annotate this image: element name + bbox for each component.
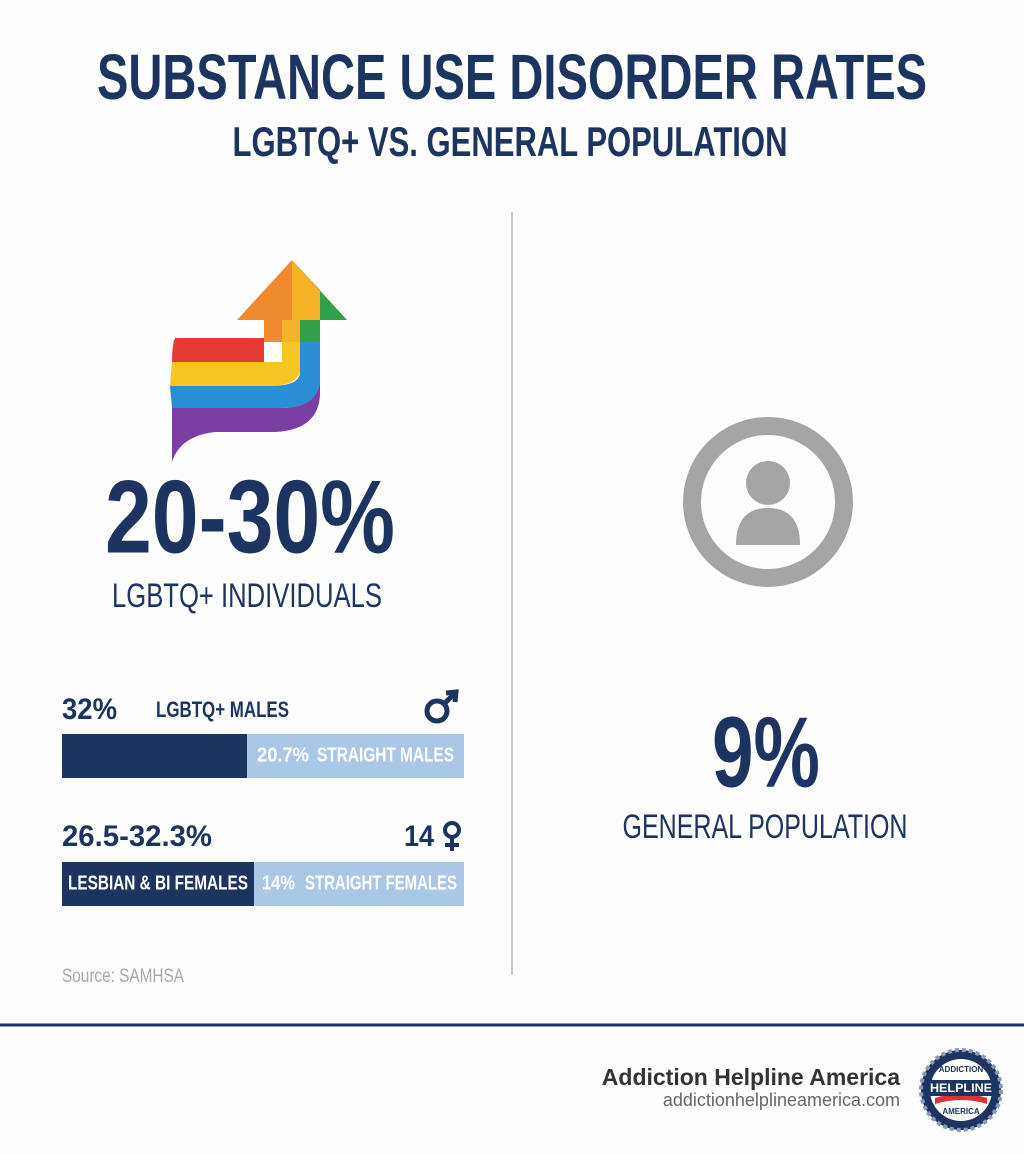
straight-females-value: 14% — [262, 872, 295, 894]
general-headline: 9% — [712, 696, 820, 808]
person-icon — [683, 417, 853, 587]
logo-middle: HELPLINE — [930, 1081, 992, 1095]
females-label: LESBIAN & BI FEMALES — [68, 872, 248, 894]
title: SUBSTANCE USE DISORDER RATES — [97, 41, 927, 113]
logo-bottom: AMERICA — [942, 1107, 980, 1116]
males-value: 32% — [62, 693, 117, 726]
straight-males-bar — [247, 734, 464, 778]
females-bar — [62, 862, 254, 906]
males-label: LGBTQ+ MALES — [156, 697, 289, 722]
females-value: 26.5-32.3% — [62, 820, 212, 853]
general-label: GENERAL POPULATION — [623, 808, 908, 846]
rainbow-arrow-icon — [170, 260, 347, 462]
lgbtq-headline: 20-30% — [105, 459, 395, 575]
straight-males-value: 20.7% — [257, 744, 309, 766]
male-symbol — [424, 689, 459, 724]
straight-females-bar — [254, 862, 464, 906]
brand: Addiction Helpline America — [602, 1064, 900, 1090]
logo: ADDICTION HELPLINE AMERICA — [919, 1048, 1003, 1132]
females-note: 14 — [404, 820, 434, 853]
url: addictionhelplineamerica.com — [663, 1090, 900, 1110]
lgbtq-label: LGBTQ+ INDIVIDUALS — [112, 577, 382, 615]
males-bar — [62, 734, 247, 778]
subtitle: LGBTQ+ VS. GENERAL POPULATION — [233, 118, 788, 165]
logo-top: ADDICTION — [939, 1065, 984, 1074]
source: Source: SAMHSA — [62, 966, 184, 987]
female-symbol — [443, 821, 461, 851]
straight-females-label: STRAIGHT FEMALES — [305, 872, 457, 894]
straight-males-label: STRAIGHT MALES — [317, 744, 454, 766]
